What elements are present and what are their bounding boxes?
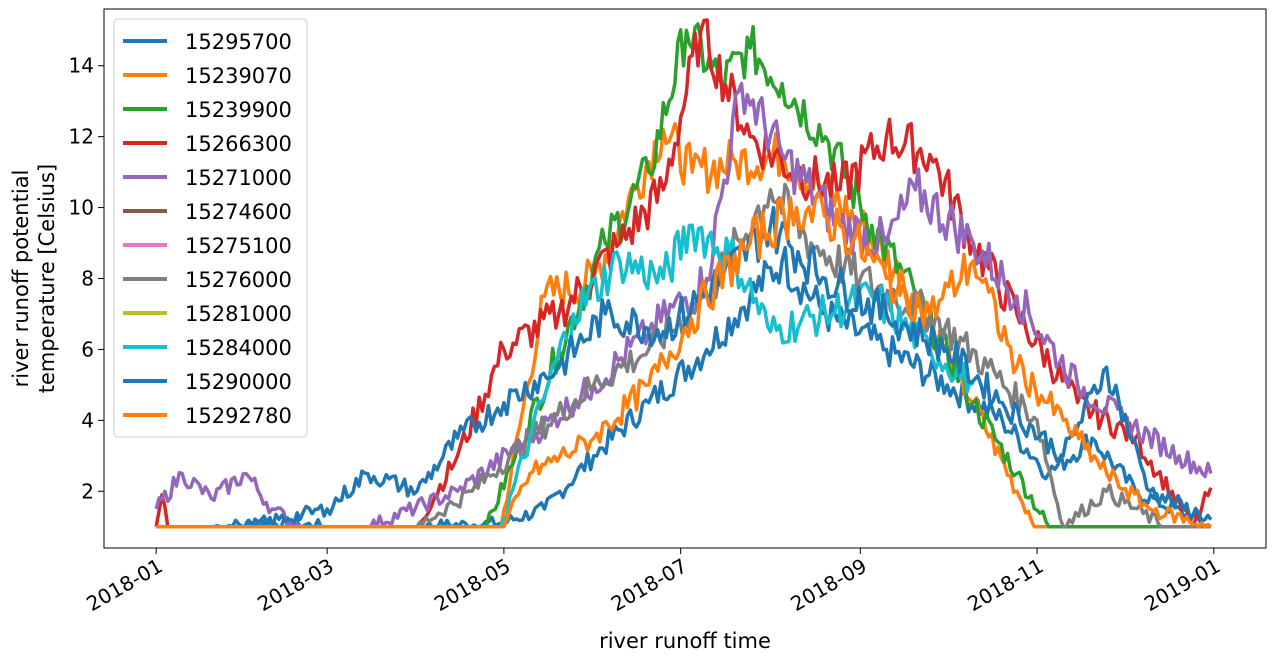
x-tick-label: 2018-11: [963, 554, 1047, 617]
y-tick-label: 6: [81, 337, 94, 361]
x-axis-ticks: 2018-01 2018-03 2018-05 2018-07 2018-09 2018-…: [82, 548, 1224, 616]
legend-label: 15275100: [185, 234, 292, 258]
y-tick-label: 2: [81, 479, 94, 503]
series-layer: [154, 18, 1213, 529]
x-tick-label: 2019-01: [1140, 554, 1224, 617]
y-tick-label: 8: [81, 267, 94, 291]
legend-label: 15295700: [185, 30, 292, 54]
series-line-15292780: [156, 191, 1212, 529]
y-axis-label-line1: river runoff potential: [9, 170, 33, 388]
legend-label: 15281000: [185, 302, 292, 326]
y-tick-label: 12: [69, 125, 94, 149]
x-axis-label: river runoff time: [599, 629, 771, 653]
y-axis-ticks: 2 4 6 8 10 12 14: [69, 54, 104, 503]
y-tick-label: 4: [81, 408, 94, 432]
legend-box: [113, 18, 308, 438]
legend-label: 15239900: [185, 98, 292, 122]
legend-label: 15266300: [185, 132, 292, 156]
x-tick-label: 2018-01: [82, 554, 166, 617]
legend-label: 15239070: [185, 64, 292, 88]
x-tick-label: 2018-03: [253, 554, 337, 617]
legend-label: 15274600: [185, 200, 292, 224]
legend-label: 15292780: [185, 404, 292, 428]
y-tick-label: 10: [69, 196, 94, 220]
legend-label: 15290000: [185, 370, 292, 394]
x-tick-label: 2018-07: [607, 554, 691, 617]
y-tick-label: 14: [69, 54, 94, 78]
series-line-15290000: [156, 205, 1213, 529]
legend-label: 15284000: [185, 336, 292, 360]
legend-label: 15271000: [185, 166, 292, 190]
legend: 15295700 15239070 15239900 15266300 15271000…: [113, 18, 308, 438]
x-tick-label: 2018-05: [430, 554, 514, 617]
x-tick-label: 2018-09: [786, 554, 870, 617]
legend-label: 15276000: [185, 268, 292, 292]
y-axis-label-line2: temperature [Celsius]: [35, 164, 59, 394]
